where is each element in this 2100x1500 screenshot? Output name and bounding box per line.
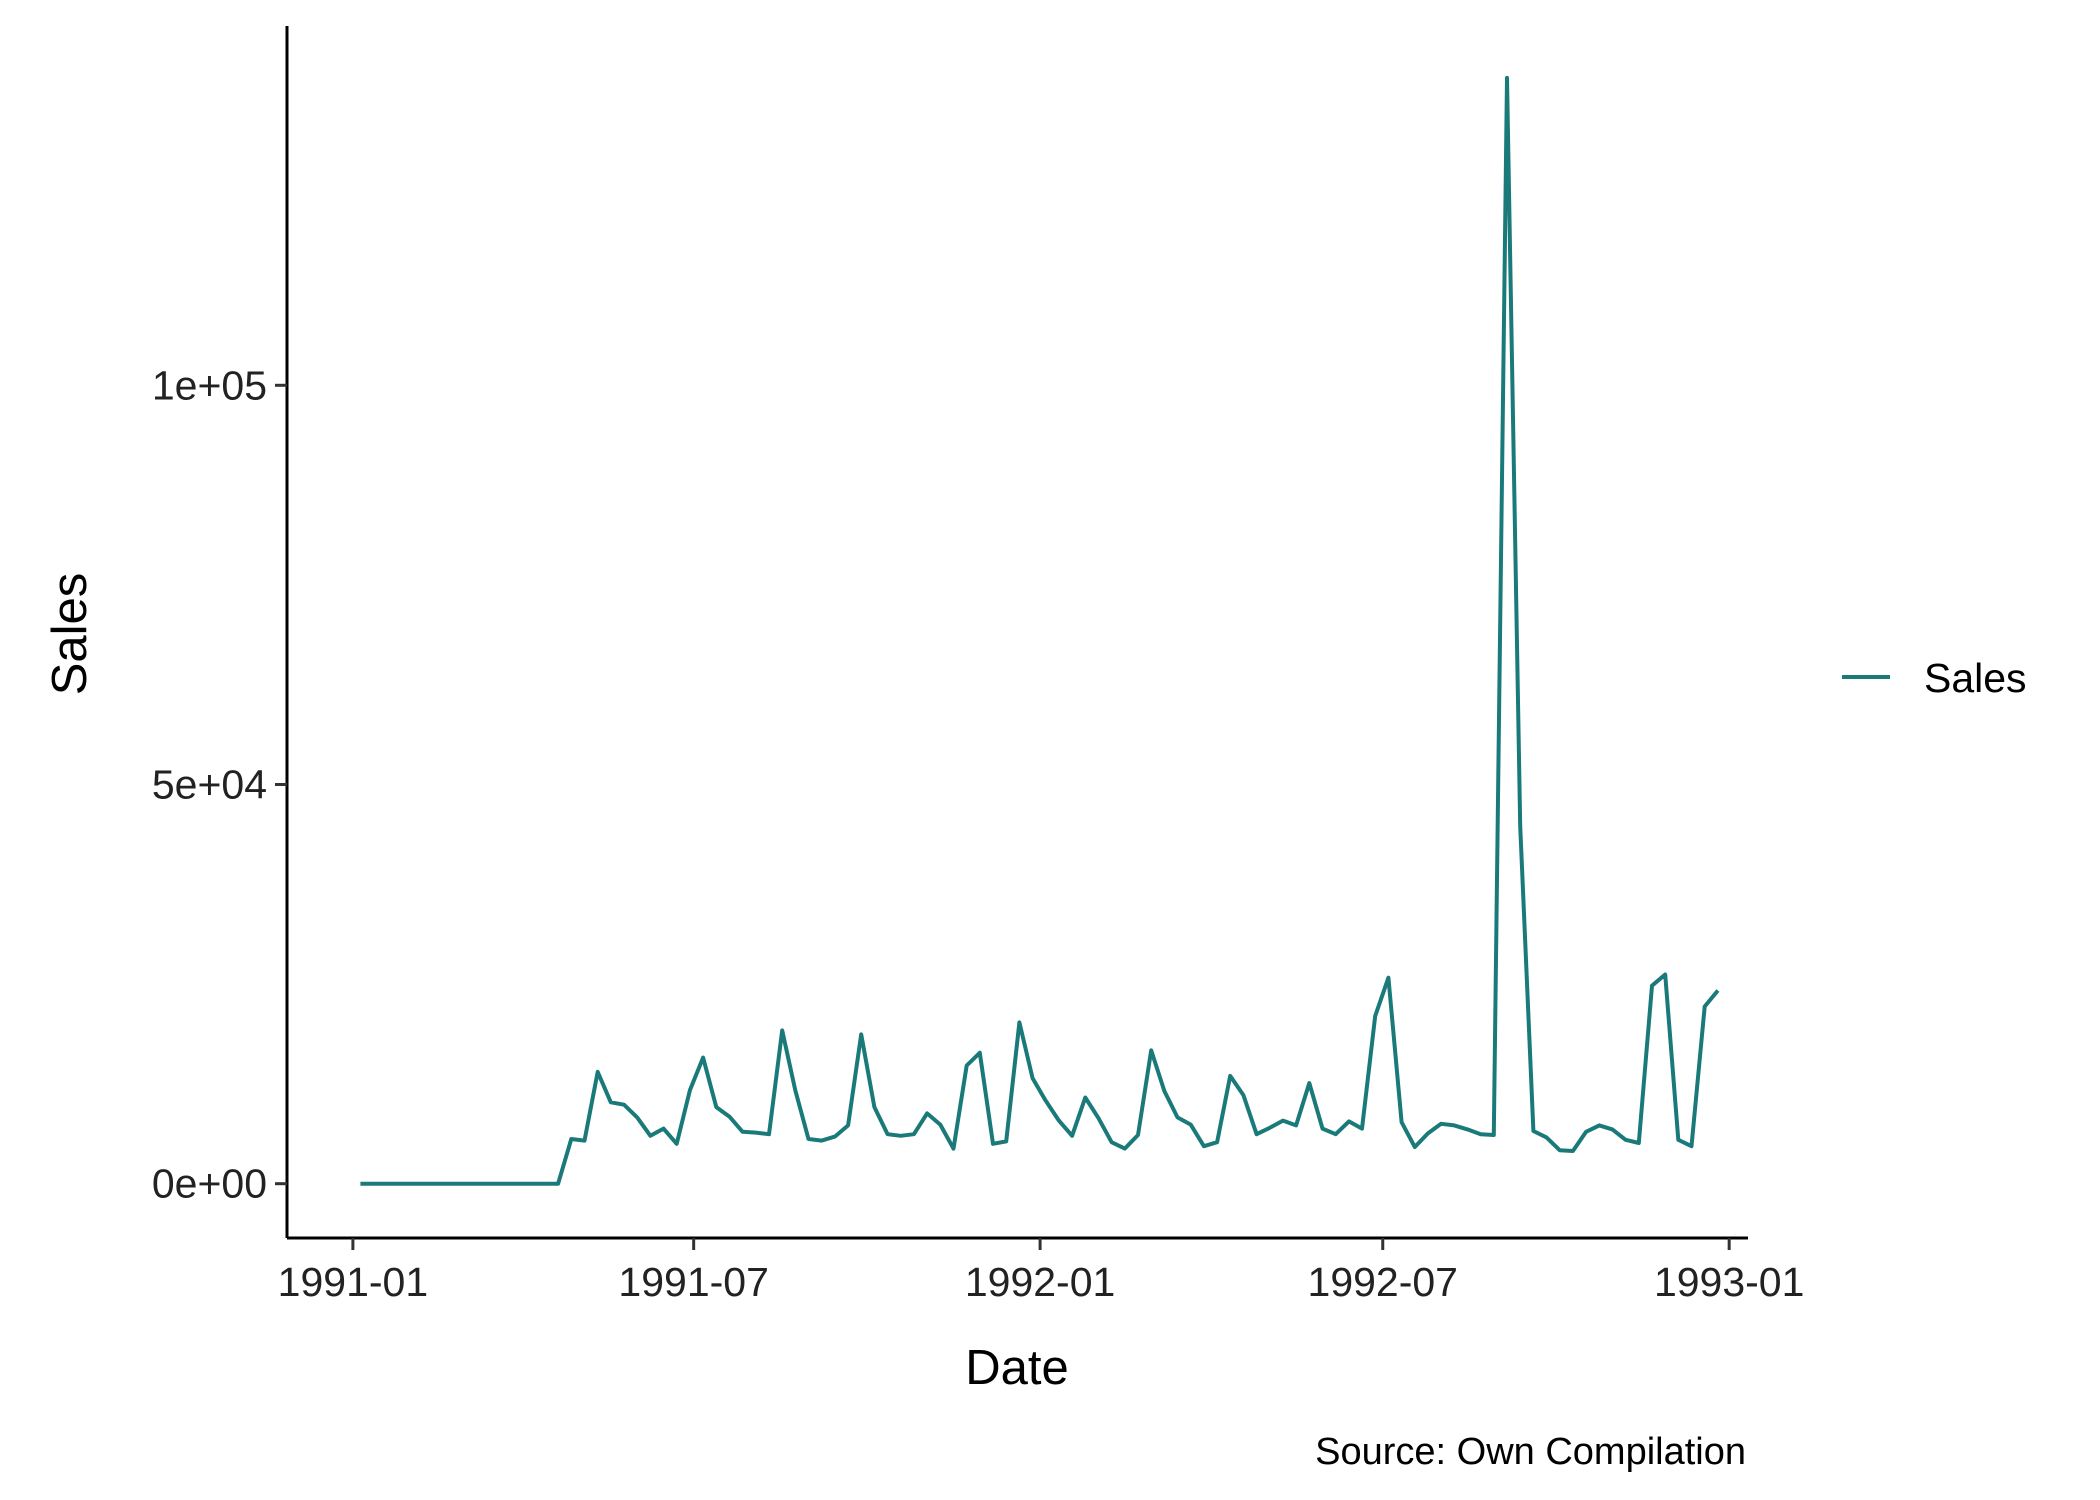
x-tick-label: 1992-07 xyxy=(1308,1259,1458,1305)
x-tick-label: 1991-01 xyxy=(278,1259,428,1305)
x-axis-title: Date xyxy=(965,1341,1069,1395)
x-axis-ticks: 1991-01 1991-07 1992-01 1992-07 1993-01 xyxy=(278,1238,1804,1305)
x-tick-label: 1991-07 xyxy=(618,1259,768,1305)
legend-label-sales: Sales xyxy=(1924,655,2027,701)
y-tick-label: 5e+04 xyxy=(152,761,267,807)
legend: Sales xyxy=(1842,655,2027,701)
y-tick-label: 1e+05 xyxy=(152,362,267,408)
y-tick-label: 0e+00 xyxy=(152,1161,267,1207)
y-axis-title: Sales xyxy=(43,573,97,696)
source-caption: Source: Own Compilation xyxy=(1315,1431,1746,1473)
plot-area xyxy=(360,75,1720,1186)
x-tick-label: 1993-01 xyxy=(1654,1259,1804,1305)
x-tick-label: 1992-01 xyxy=(965,1259,1115,1305)
series-line-sales xyxy=(360,75,1720,1186)
y-axis-ticks: 0e+00 5e+04 1e+05 xyxy=(152,362,287,1207)
